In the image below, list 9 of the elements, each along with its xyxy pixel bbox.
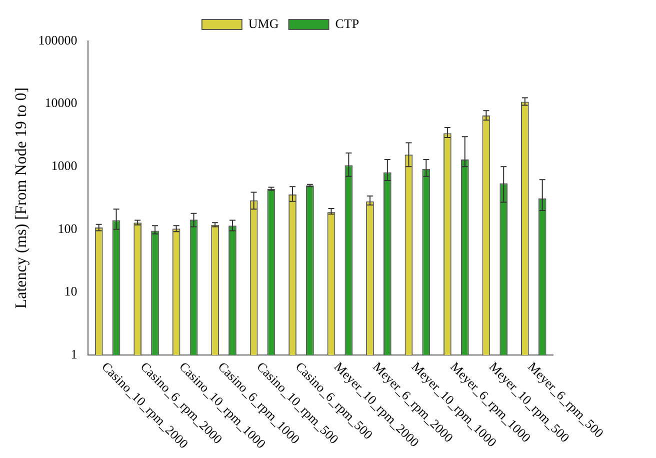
legend-label: CTP [335,16,360,31]
y-tick-label: 10000 [44,95,78,110]
y-tick-label: 100000 [38,32,78,48]
legend-label: UMG [248,16,279,31]
y-tick-label: 1000 [51,158,78,174]
y-tick-label: 1 [70,346,78,362]
y-axis-title: Latency (ms) [From Node 19 to 0] [12,87,30,309]
y-tick-label: 10 [64,284,78,299]
y-tick-label: 100 [58,220,78,236]
